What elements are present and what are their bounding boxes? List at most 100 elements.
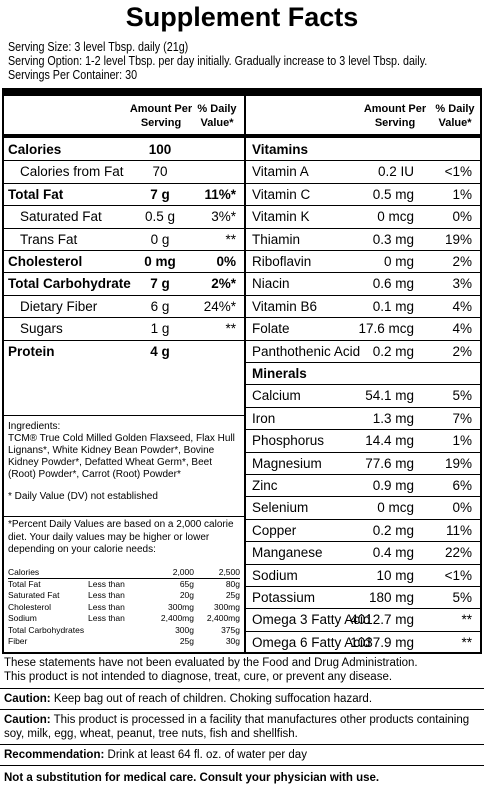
caution: Caution: This product is processed in a … xyxy=(0,709,484,744)
row-rule xyxy=(246,563,480,565)
row-rule xyxy=(246,227,480,229)
nutrient-name: Total Fat xyxy=(8,186,64,202)
nutrient-amount: 1037.9 mg xyxy=(350,634,414,650)
nutrient-amount: 4 g xyxy=(150,343,170,359)
nutrient-name: Thiamin xyxy=(252,231,301,247)
nutrient-name: Cholesterol xyxy=(8,254,83,269)
nutrient-amount: 54.1 mg xyxy=(365,388,414,404)
row-rule xyxy=(246,250,480,251)
row-rule xyxy=(246,586,480,587)
ingredients-text: TCM® True Cold Milled Golden Flaxseed, F… xyxy=(8,433,235,480)
row-rule xyxy=(246,160,480,162)
nutrient-name: Copper xyxy=(252,522,297,538)
nutrient-name: Saturated Fat xyxy=(20,209,102,225)
daily-value: 1% xyxy=(452,433,472,449)
row-rule xyxy=(2,294,244,296)
daily-value: 1% xyxy=(452,186,472,202)
footnote-value: 65g xyxy=(179,578,194,589)
nutrient-amount: 17.6 mcg xyxy=(358,321,414,337)
row-rule xyxy=(246,474,480,475)
daily-value: 7% xyxy=(452,410,472,426)
nutrient-amount: 4012.7 mg xyxy=(350,612,414,628)
daily-value: <1% xyxy=(444,567,472,583)
daily-value: 3% xyxy=(452,276,472,292)
nutrient-amount: 180 mg xyxy=(368,590,414,605)
row-rule xyxy=(246,653,480,655)
nutrient-amount: 0.9 mg xyxy=(372,478,414,493)
nutrient-amount: 7 g xyxy=(150,276,170,292)
daily-value: 4% xyxy=(452,321,472,337)
nutrient-name: Trans Fat xyxy=(20,231,78,247)
row-rule xyxy=(2,317,244,319)
nutrient-name: Dietary Fiber xyxy=(20,298,98,314)
nutrient-name: Sodium xyxy=(252,567,298,583)
nutrient-amount: 0 mcg xyxy=(377,500,414,516)
daily-value: 0% xyxy=(216,254,236,269)
section-title: Vitamins xyxy=(252,142,309,157)
daily-value: 22% xyxy=(444,545,472,561)
footnote-qualifier: Less than xyxy=(88,613,125,623)
footnote-value: 2,400mg xyxy=(206,613,240,623)
row-rule xyxy=(246,272,480,274)
column-header: % Daily Value* xyxy=(197,103,237,129)
daily-value: 11% xyxy=(445,522,472,538)
row-rule xyxy=(8,578,240,579)
column-divider xyxy=(244,96,246,652)
footnote-qualifier: Less than xyxy=(88,578,125,589)
recommendation: Recommendation: Drink at least 64 fl. oz… xyxy=(0,744,484,765)
nutrient-amount: 1.3 mg xyxy=(372,410,414,426)
caution: Caution: Keep bag out of reach of childr… xyxy=(0,688,484,709)
nutrient-name: Manganese xyxy=(252,545,323,561)
footnote-name: Total Fat xyxy=(8,578,41,589)
column-header: Amount Per Serving xyxy=(363,103,427,129)
disclaimer-line: This product is not intended to diagnose… xyxy=(4,671,393,683)
nutrient-amount: 0 mg xyxy=(144,254,176,269)
nutrient-name: Vitamin B6 xyxy=(252,298,318,314)
title: Supplement Facts xyxy=(125,2,359,32)
footnote-value: 2,500 xyxy=(218,567,240,577)
nutrient-amount: 0.5 mg xyxy=(372,186,414,202)
nutrient-name: Vitamin K xyxy=(252,209,310,225)
footnote-name: Sodium xyxy=(8,613,37,623)
nutrient-amount: 0.3 mg xyxy=(372,231,414,247)
nutrient-name: Magnesium xyxy=(252,455,322,471)
row-rule xyxy=(246,182,480,184)
nutrient-amount: 10 mg xyxy=(376,567,414,583)
row-rule xyxy=(246,384,480,386)
ingredients-label: Ingredients: xyxy=(8,421,61,432)
serving-line: Servings Per Container: 30 xyxy=(8,68,138,82)
row-rule xyxy=(246,541,480,543)
caution-text: Keep bag out of reach of children. Choki… xyxy=(53,693,373,705)
row-rule xyxy=(246,518,480,520)
nutrient-amount: 100 xyxy=(148,142,172,157)
daily-value: 2% xyxy=(452,254,472,269)
daily-value: 2% xyxy=(452,343,472,359)
row-rule xyxy=(246,317,480,319)
disclaimer-line: These statements have not been evaluated… xyxy=(4,657,418,669)
daily-value: 0% xyxy=(452,500,472,516)
nutrient-amount: 6 g xyxy=(150,298,170,314)
daily-value: 11%* xyxy=(204,186,236,202)
footnote-value: 300g xyxy=(175,624,194,635)
nutrient-amount: 0.2 mg xyxy=(372,343,414,359)
nutrient-name: Panthothenic Acid xyxy=(252,343,361,359)
nutrient-amount: 0 mcg xyxy=(377,209,414,225)
footnote-value: 375g xyxy=(221,624,240,635)
nutrient-name: Zinc xyxy=(252,478,278,493)
daily-value: 3%* xyxy=(211,209,236,225)
footnote-value: 25g xyxy=(225,590,240,600)
footnote-qualifier: Less than xyxy=(88,601,125,612)
caution-label: Caution: xyxy=(4,714,51,726)
nutrient-name: Iron xyxy=(252,410,276,426)
row-rule xyxy=(246,451,480,453)
thick-bar xyxy=(2,88,482,96)
footnote-name: Cholesterol xyxy=(8,601,51,612)
daily-value: ** xyxy=(225,321,236,337)
footnote-value: 300mg xyxy=(168,601,194,612)
nutrient-amount: 0.6 mg xyxy=(372,276,414,292)
daily-value: <1% xyxy=(444,164,472,180)
nutrient-name: Niacin xyxy=(252,276,290,292)
row-rule xyxy=(246,630,480,632)
row-rule xyxy=(2,250,244,251)
daily-value: 6% xyxy=(452,478,472,493)
